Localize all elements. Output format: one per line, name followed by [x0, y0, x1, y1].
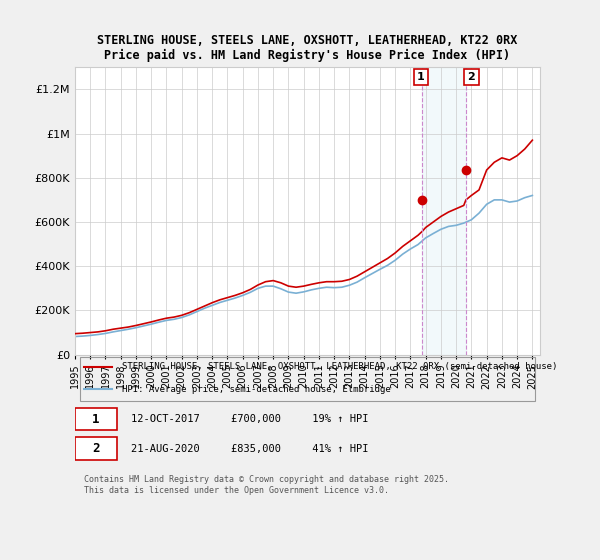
Text: 21-AUG-2020     £835,000     41% ↑ HPI: 21-AUG-2020 £835,000 41% ↑ HPI	[131, 444, 368, 454]
Text: 2: 2	[92, 442, 100, 455]
Text: HPI: Average price, semi-detached house, Elmbridge: HPI: Average price, semi-detached house,…	[121, 385, 390, 394]
Bar	[422, 67, 466, 354]
Text: 1: 1	[417, 72, 425, 82]
FancyBboxPatch shape	[75, 408, 117, 431]
FancyBboxPatch shape	[75, 437, 117, 460]
Text: Contains HM Land Registry data © Crown copyright and database right 2025.
This d: Contains HM Land Registry data © Crown c…	[84, 475, 449, 495]
Text: STERLING HOUSE, STEELS LANE, OXSHOTT, LEATHERHEAD, KT22 0RX (semi-detached house: STERLING HOUSE, STEELS LANE, OXSHOTT, LE…	[121, 362, 557, 371]
Text: 2: 2	[467, 72, 475, 82]
Text: 1: 1	[92, 413, 100, 426]
Text: 12-OCT-2017     £700,000     19% ↑ HPI: 12-OCT-2017 £700,000 19% ↑ HPI	[131, 414, 368, 424]
Title: STERLING HOUSE, STEELS LANE, OXSHOTT, LEATHERHEAD, KT22 0RX
Price paid vs. HM La: STERLING HOUSE, STEELS LANE, OXSHOTT, LE…	[97, 34, 518, 62]
